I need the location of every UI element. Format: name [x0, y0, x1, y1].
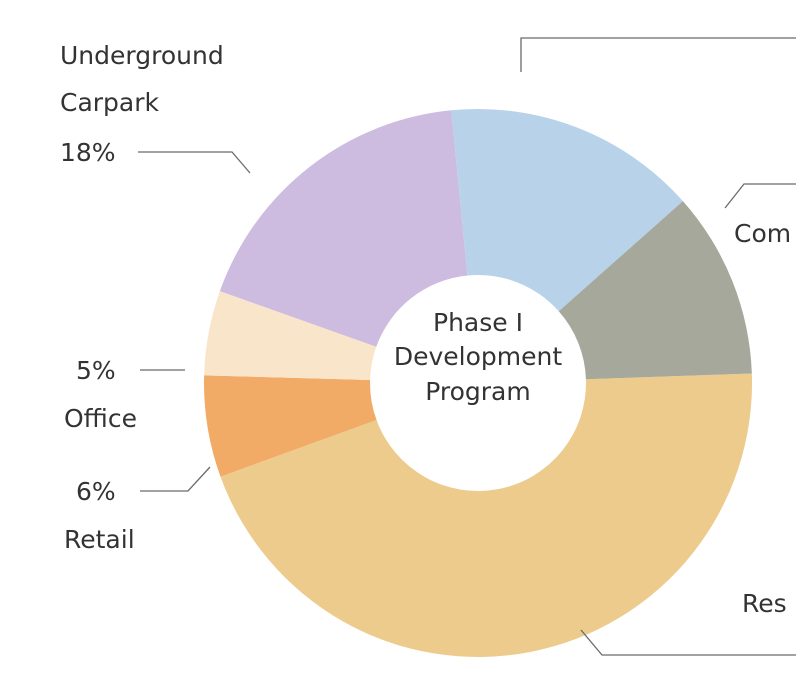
slice-unlabeled-5 — [558, 201, 752, 380]
residential-label: Res — [742, 589, 787, 618]
slice-underground-carpark — [219, 110, 468, 347]
center-label-line2: Development — [394, 342, 562, 371]
slice-residential — [220, 373, 752, 657]
leader-line-residential — [580, 629, 796, 656]
carpark-label-line1: Underground — [60, 41, 224, 70]
leader-line-com — [724, 183, 796, 209]
slice-retail — [204, 375, 377, 477]
com-label: Com — [734, 219, 791, 248]
retail-label: Retail — [64, 525, 135, 554]
center-label-line1: Phase I — [433, 308, 523, 337]
slice-unlabeled-4 — [451, 109, 683, 312]
slice-labels: Underground Carpark 18% 5% Office 6% Ret… — [60, 41, 791, 618]
office-value: 5% — [76, 356, 116, 385]
slices — [204, 109, 752, 657]
retail-value: 6% — [76, 477, 116, 506]
leader-line-unlabeled — [520, 37, 796, 72]
leader-line-retail — [140, 466, 211, 492]
carpark-value: 18% — [60, 138, 116, 167]
center-label-line3: Program — [425, 377, 530, 406]
slice-office — [204, 291, 377, 380]
center-label: Phase I Development Program — [394, 308, 562, 406]
leader-line-carpark — [138, 151, 251, 174]
office-label: Office — [64, 404, 137, 433]
leader-lines — [138, 37, 796, 656]
carpark-label-line2: Carpark — [60, 88, 160, 117]
